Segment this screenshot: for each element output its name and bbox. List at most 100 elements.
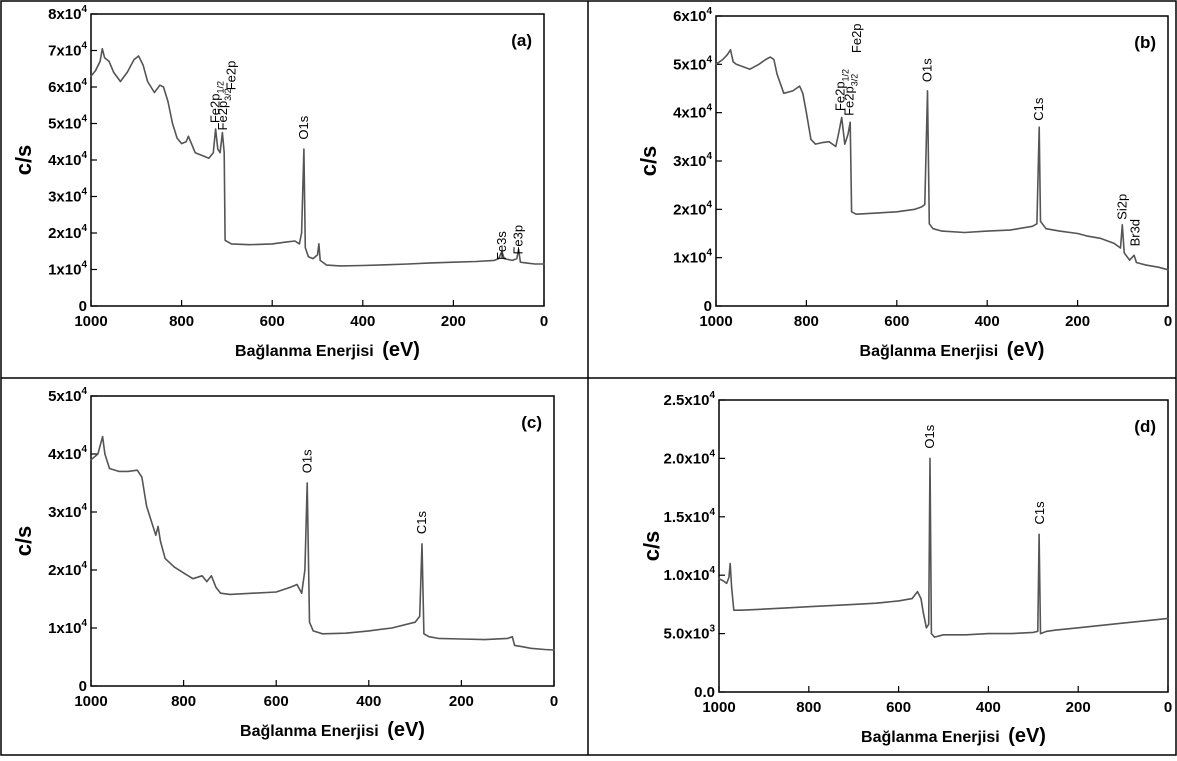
spectrum-point bbox=[201, 575, 203, 577]
spectrum-point bbox=[171, 122, 174, 125]
plot-area-frame bbox=[90, 395, 555, 687]
y-tick-label: 2.0x104 bbox=[664, 448, 716, 467]
y-axis-label: c/s bbox=[11, 145, 36, 176]
x-tick-label: 0 bbox=[1164, 313, 1172, 330]
spectrum-point bbox=[732, 61, 734, 63]
spectrum-point bbox=[339, 265, 341, 267]
spectrum-point bbox=[187, 135, 189, 137]
spectrum-point bbox=[916, 591, 919, 593]
spectrum-point bbox=[731, 586, 733, 588]
spectrum-point bbox=[735, 63, 737, 65]
peak-label: Fe2p3/2 bbox=[215, 88, 233, 130]
spectrum-point bbox=[898, 600, 900, 602]
spectrum-point bbox=[838, 131, 840, 133]
spectrum-point bbox=[304, 247, 306, 249]
peak-label: C1s bbox=[414, 510, 429, 534]
spectrum-point bbox=[519, 261, 522, 263]
spectrum-point bbox=[926, 90, 929, 92]
peak-label: Br3d bbox=[1127, 219, 1142, 246]
plot-area-frame bbox=[718, 399, 1169, 693]
spectrum-point bbox=[821, 142, 823, 144]
spectrum-point bbox=[726, 582, 728, 585]
spectrum-point bbox=[153, 91, 155, 94]
spectrum-point bbox=[407, 263, 409, 265]
spectrum-point bbox=[319, 259, 321, 261]
spectrum-point bbox=[847, 133, 849, 135]
spectrum-point bbox=[421, 543, 423, 545]
spectrum-point bbox=[553, 649, 555, 651]
spectrum-point bbox=[742, 66, 744, 68]
spectrum-point bbox=[219, 152, 221, 154]
spectrum-point bbox=[318, 243, 320, 245]
spectrum-point bbox=[783, 92, 785, 94]
spectrum-point bbox=[518, 248, 520, 250]
spectrum-point bbox=[248, 244, 251, 246]
peak-label: O1s bbox=[922, 424, 937, 448]
spectrum-point bbox=[147, 80, 149, 83]
spectrum-point bbox=[362, 264, 364, 267]
spectrum-point bbox=[423, 633, 425, 635]
spectrum-point bbox=[146, 505, 148, 507]
panel-label: (d) bbox=[1134, 417, 1156, 436]
spectrum-point bbox=[922, 612, 924, 614]
y-tick-label: 2.5x104 bbox=[664, 390, 716, 409]
x-axis-label: Bağlanma Enerjisi (eV) bbox=[240, 719, 425, 741]
spectrum-point bbox=[726, 54, 728, 56]
spectrum-line bbox=[715, 49, 1169, 271]
x-tick-label: 800 bbox=[796, 699, 821, 716]
spectrum-point bbox=[942, 634, 945, 636]
spectrum-point bbox=[849, 121, 851, 123]
y-tick-label: 2x104 bbox=[48, 223, 87, 242]
spectrum-point bbox=[1038, 533, 1040, 535]
spectrum-point bbox=[294, 240, 296, 242]
x-tick-label: 200 bbox=[1066, 699, 1091, 716]
spectrum-point bbox=[799, 85, 801, 87]
spectrum-point bbox=[503, 258, 505, 260]
spectrum-point bbox=[194, 152, 196, 154]
spectrum-point bbox=[929, 457, 931, 459]
x-tick-label: 0 bbox=[550, 693, 558, 710]
spectrum-point bbox=[498, 258, 500, 260]
spectrum-point bbox=[1167, 269, 1169, 271]
spectrum-point bbox=[275, 591, 277, 593]
spectrum-line bbox=[90, 47, 544, 267]
spectrum-point bbox=[511, 259, 513, 261]
spectrum-point bbox=[1121, 224, 1123, 226]
spectrum-point bbox=[126, 71, 128, 73]
peak-label: Fe3s bbox=[494, 231, 509, 260]
spectrum-point bbox=[150, 520, 152, 522]
x-tick-label: 1000 bbox=[702, 699, 735, 716]
spectrum-point bbox=[252, 592, 254, 594]
spectrum-point bbox=[475, 260, 477, 263]
spectrum-point bbox=[728, 576, 730, 579]
spectrum-point bbox=[157, 525, 159, 528]
spectrum-point bbox=[285, 241, 287, 243]
spectrum-point bbox=[133, 59, 135, 61]
y-tick-label: 4x104 bbox=[48, 444, 87, 463]
spectrum-point bbox=[930, 633, 933, 635]
spectrum-point bbox=[933, 636, 936, 638]
peak-label: Fe3p bbox=[511, 225, 526, 255]
spectrum-point bbox=[758, 63, 760, 65]
spectrum-point bbox=[911, 598, 913, 600]
spectrum-point bbox=[516, 258, 518, 260]
spectrum-point bbox=[1144, 264, 1146, 266]
spectrum-point bbox=[835, 145, 837, 148]
spectrum-point bbox=[210, 575, 212, 577]
spectrum-point bbox=[206, 581, 208, 583]
spectrum-point bbox=[873, 212, 875, 214]
peak-label: C1s bbox=[1031, 97, 1046, 121]
panel-label: (a) bbox=[511, 31, 532, 50]
spectrum-point bbox=[729, 562, 731, 565]
spectrum-point bbox=[987, 633, 990, 635]
y-tick-label: 1x104 bbox=[48, 260, 87, 279]
spectrum-point bbox=[484, 639, 486, 641]
spectrum-point bbox=[215, 128, 217, 130]
spectrum-point bbox=[1045, 228, 1047, 230]
plot-area-frame bbox=[715, 15, 1169, 307]
spectrum-point bbox=[159, 84, 161, 86]
spectrum-point bbox=[118, 470, 120, 472]
spectrum-point bbox=[769, 56, 771, 58]
spectrum-point bbox=[321, 633, 324, 635]
